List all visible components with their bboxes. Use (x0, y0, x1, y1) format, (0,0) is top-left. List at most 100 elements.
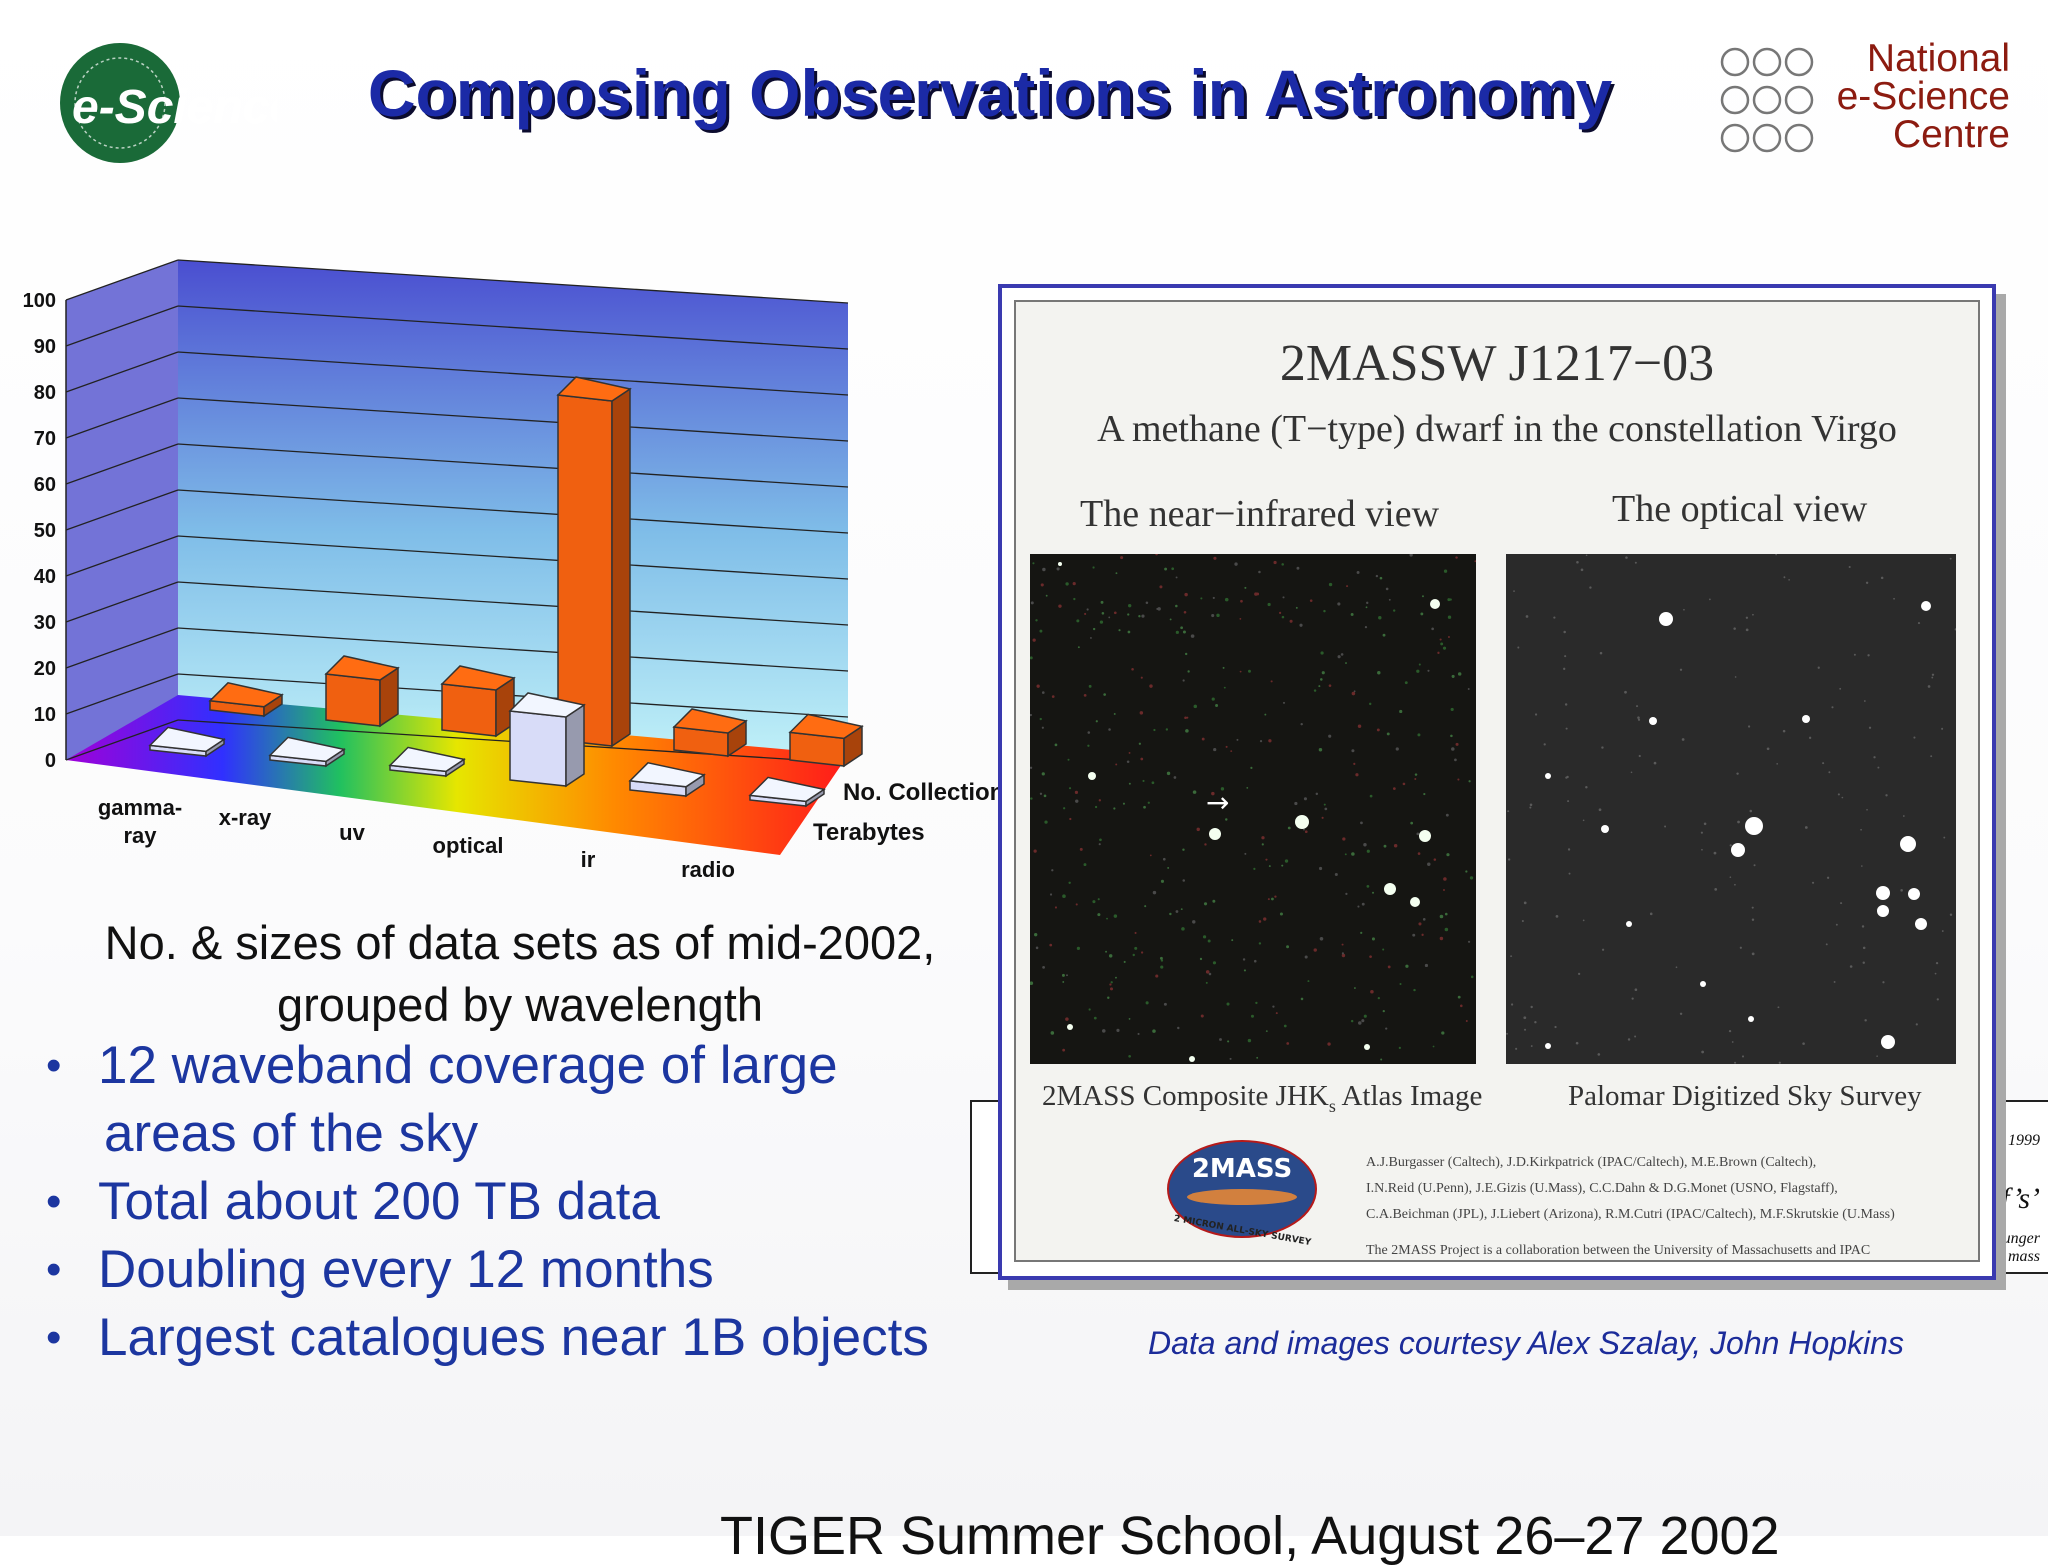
poster-frame: 2MASSW J1217−03 A methane (T−type) dwarf… (998, 284, 1996, 1280)
noise-speck (1159, 956, 1163, 960)
noise-speck (1212, 899, 1216, 903)
noise-speck (1073, 597, 1076, 601)
noise-speck (1741, 1055, 1745, 1058)
gridline (65, 719, 179, 761)
noise-speck (1272, 1005, 1275, 1008)
bar-front (557, 394, 613, 747)
gridline (65, 489, 179, 531)
noise-speck (1582, 819, 1585, 822)
noise-speck (1166, 771, 1171, 776)
noise-speck (1149, 684, 1153, 688)
noise-speck (1360, 821, 1363, 825)
noise-speck (1234, 562, 1238, 566)
background-fragment: mass (2007, 1248, 2040, 1265)
noise-speck (1565, 727, 1568, 730)
gridline (177, 489, 849, 534)
noise-speck (1307, 980, 1310, 983)
nesc-logo-text: National e-Science Centre (1830, 39, 2010, 156)
y-tick-label: 90 (34, 336, 56, 358)
star (1921, 601, 1931, 611)
noise-speck (1417, 733, 1421, 737)
noise-speck (1222, 666, 1225, 669)
noise-speck (1244, 586, 1247, 589)
noise-speck (1087, 744, 1090, 747)
noise-speck (1182, 879, 1186, 882)
noise-speck (1450, 707, 1454, 712)
e-science-logo: e-Science (60, 43, 277, 163)
nesc-line-2: e-Science (1836, 75, 2010, 118)
noise-speck (1239, 617, 1242, 620)
noise-speck (1324, 807, 1328, 811)
star (1700, 981, 1706, 987)
noise-speck (1092, 900, 1096, 904)
noise-speck (1701, 848, 1703, 851)
noise-speck (1284, 859, 1289, 863)
noise-speck (1303, 797, 1307, 801)
noise-speck (1041, 726, 1044, 729)
bullet-list: 12 waveband coverage of large areas of t… (40, 1032, 1040, 1372)
noise-speck (1304, 830, 1308, 834)
noise-speck (1416, 832, 1420, 836)
noise-speck (1267, 602, 1271, 607)
noise-speck (1088, 684, 1092, 688)
wavelength-bar-chart: 0 10 20 30 40 50 60 70 80 90 100 gamma-ray x-ray uv o… (23, 259, 1010, 882)
noise-speck (1460, 1004, 1463, 1008)
star (1876, 886, 1890, 900)
noise-speck (1585, 554, 1588, 557)
noise-speck (1128, 782, 1131, 785)
noise-speck (1567, 800, 1570, 803)
noise-speck (1184, 592, 1188, 597)
noise-speck (1902, 815, 1905, 817)
noise-speck (1113, 807, 1116, 810)
noise-speck (1098, 799, 1102, 802)
noise-speck (1185, 729, 1189, 733)
noise-speck (1323, 803, 1326, 806)
gridline (65, 305, 179, 347)
noise-speck (1184, 716, 1187, 720)
noise-speck (1062, 981, 1065, 983)
noise-speck (1356, 570, 1360, 574)
noise-speck (1278, 611, 1282, 615)
noise-speck (1103, 693, 1107, 696)
bullet-text: Largest catalogues near 1B objects (98, 1308, 929, 1367)
noise-speck (1714, 887, 1718, 891)
star (1900, 836, 1916, 852)
noise-speck (1223, 686, 1226, 689)
noise-speck (1200, 597, 1203, 600)
noise-speck (1777, 1006, 1780, 1009)
noise-speck (1564, 655, 1567, 658)
noise-speck (1835, 923, 1838, 926)
noise-speck (1143, 805, 1146, 809)
noise-speck (1941, 727, 1944, 730)
noise-speck (1177, 1026, 1180, 1030)
noise-speck (1625, 556, 1628, 559)
noise-speck (1309, 599, 1313, 602)
noise-speck (1441, 1031, 1445, 1035)
noise-speck (1385, 1027, 1388, 1030)
noise-speck (1030, 766, 1033, 769)
noise-speck (1030, 981, 1034, 986)
noise-speck (1182, 679, 1185, 682)
noise-speck (1207, 939, 1211, 943)
noise-speck (1363, 1014, 1367, 1018)
noise-speck (1350, 612, 1354, 616)
noise-speck (1213, 747, 1217, 752)
poster-title: 2MASSW J1217−03 (1279, 335, 1715, 392)
noise-speck (1543, 743, 1546, 746)
noise-speck (1369, 794, 1373, 798)
noise-speck (1137, 1032, 1140, 1035)
noise-speck (1099, 620, 1104, 624)
near-infrared-image: → (1030, 554, 1476, 1064)
noise-speck (1700, 831, 1703, 834)
nesc-line-3: Centre (1892, 113, 2010, 156)
noise-speck (1147, 801, 1150, 804)
noise-speck (1225, 818, 1228, 821)
noise-speck (1410, 821, 1414, 825)
noise-speck (1030, 656, 1033, 660)
noise-speck (1523, 901, 1527, 905)
bar-front (441, 683, 497, 737)
noise-speck (1931, 673, 1935, 676)
noise-speck (1523, 1016, 1527, 1020)
noise-speck (1601, 746, 1604, 749)
noise-speck (1399, 709, 1403, 714)
